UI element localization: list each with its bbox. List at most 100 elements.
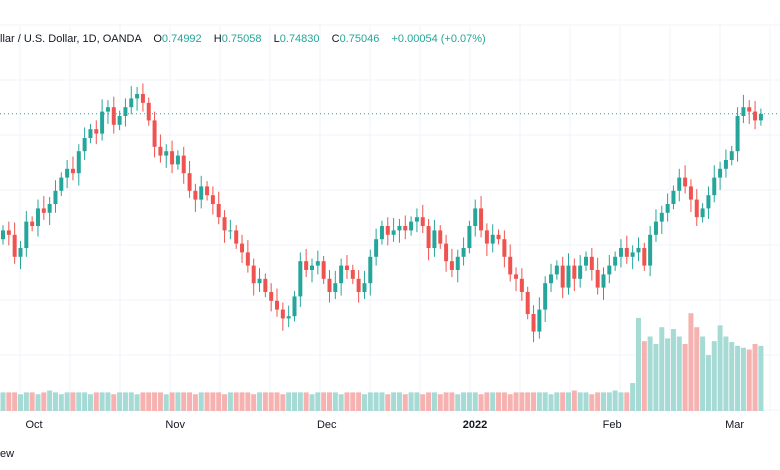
volume-bar: [140, 392, 146, 411]
volume-bar: [571, 390, 577, 411]
volume-bar: [181, 392, 187, 411]
volume-bar: [589, 394, 595, 411]
candle-body: [344, 265, 349, 270]
volume-bar: [554, 392, 560, 411]
symbol-title: llar / U.S. Dollar, 1D, OANDA: [0, 33, 142, 45]
volume-bar: [187, 392, 193, 411]
candle-body: [30, 221, 35, 226]
candle-body: [653, 221, 658, 235]
high-label: H: [213, 33, 222, 45]
volume-bar: [723, 336, 729, 411]
volume-bar: [157, 392, 163, 411]
candle-body: [88, 129, 93, 138]
candle-body: [234, 230, 239, 244]
volume-bar: [35, 394, 41, 411]
x-tick-label: Dec: [317, 419, 337, 431]
volume-bar: [653, 343, 659, 411]
candle-body: [414, 217, 419, 222]
candle-body: [694, 199, 699, 218]
volume-bar: [23, 392, 29, 411]
volume-bar: [513, 392, 519, 411]
volume-bar: [268, 392, 274, 411]
volume-bar: [29, 392, 35, 411]
volume-bar: [0, 392, 6, 411]
candle-body: [53, 190, 58, 204]
candle-body: [170, 151, 175, 165]
candle-body: [105, 107, 110, 112]
volume-bar: [647, 336, 653, 411]
candle-body: [729, 151, 734, 160]
candle-body: [327, 278, 332, 292]
candle-body: [560, 265, 565, 288]
candle-body: [531, 314, 536, 332]
volume-bar: [344, 392, 350, 411]
x-tick-label: 2022: [463, 419, 487, 431]
volume-bar: [431, 392, 437, 411]
volume-bar: [665, 338, 671, 411]
candle-body: [747, 107, 752, 112]
volume-bar: [274, 392, 280, 411]
footer-text: ew: [0, 448, 15, 460]
x-tick-label: Feb: [603, 419, 622, 431]
candle-body: [630, 252, 635, 257]
open-label: O: [153, 33, 162, 45]
candle-body: [146, 102, 151, 121]
volume-bar: [740, 347, 746, 411]
candle-body: [362, 283, 367, 292]
volume-bar: [175, 392, 181, 411]
candle-body: [432, 230, 437, 248]
candle-body: [228, 230, 233, 232]
volume-bar: [519, 392, 525, 411]
candle-body: [723, 160, 728, 169]
volume-bar: [321, 392, 327, 411]
candle-body: [595, 270, 600, 288]
volume-bar: [705, 355, 711, 411]
candle-body: [712, 177, 717, 196]
candle-body: [718, 168, 723, 178]
candle-body: [356, 278, 361, 292]
volume-bar: [624, 392, 630, 411]
volume-bar: [735, 345, 741, 411]
candle-body: [111, 107, 116, 125]
volume-bar: [117, 392, 123, 411]
volume-bar: [134, 394, 140, 411]
volume-bar: [204, 392, 210, 411]
candle-body: [210, 195, 215, 204]
volume-bar: [52, 392, 58, 411]
candle-body: [82, 138, 87, 152]
volume-bars: [0, 313, 764, 411]
candle-body: [688, 186, 693, 200]
candle-body: [251, 265, 256, 284]
candle-body: [741, 107, 746, 116]
candle-body: [292, 296, 297, 317]
candle-body: [467, 226, 472, 248]
candle-body: [706, 195, 711, 209]
volume-bar: [239, 392, 245, 411]
candle-body: [263, 278, 268, 292]
volume-bar: [128, 392, 134, 411]
candle-body: [385, 226, 390, 235]
volume-bar: [490, 392, 496, 411]
candle-body: [426, 226, 431, 248]
candle-body: [333, 283, 338, 292]
candle-body: [100, 111, 105, 134]
candle-body: [735, 116, 740, 152]
volume-bar: [466, 392, 472, 411]
volume-bar: [402, 394, 408, 411]
volume-bar: [198, 392, 204, 411]
candle-body: [193, 190, 198, 200]
candle-body: [140, 94, 145, 103]
candle-body: [496, 234, 501, 240]
close-label: C: [331, 33, 340, 45]
volume-bar: [192, 394, 198, 411]
candle-body: [397, 226, 402, 231]
candle-body: [164, 151, 169, 156]
volume-bar: [618, 392, 624, 411]
candle-body: [391, 230, 396, 235]
volume-bar: [6, 392, 12, 411]
candle-body: [59, 177, 64, 191]
candle-body: [455, 256, 460, 270]
candle-body: [700, 208, 705, 218]
volume-bar: [682, 343, 688, 411]
candle-body: [753, 111, 758, 121]
